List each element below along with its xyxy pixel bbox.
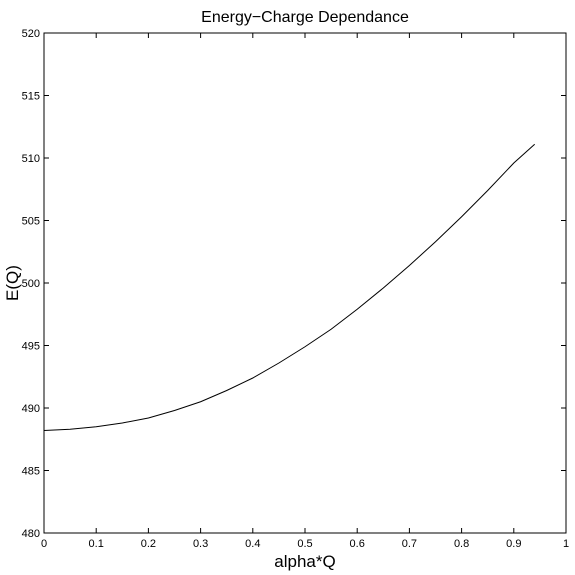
y-tick-label: 520: [22, 28, 40, 40]
chart-title: Energy−Charge Dependance: [201, 9, 409, 26]
y-tick-label: 490: [22, 403, 40, 415]
y-tick-label: 480: [22, 528, 40, 540]
series-layer: [43, 143, 536, 431]
plot-frame: [43, 32, 567, 534]
y-tick-label: 510: [22, 153, 40, 165]
y-tick-label: 485: [22, 466, 40, 478]
y-tick-label: 515: [22, 91, 40, 103]
x-tick-label: 0.7: [402, 538, 417, 550]
x-tick-label: 0.1: [89, 538, 104, 550]
x-tick-label: 0.6: [350, 538, 365, 550]
x-tick-label: 0: [41, 538, 47, 550]
x-tick-label: 0.3: [193, 538, 208, 550]
y-tick-label: 495: [22, 341, 40, 353]
y-axis-label: E(Q): [3, 265, 22, 301]
x-tick-label: 0.8: [454, 538, 469, 550]
x-tick-label: 0.5: [297, 538, 312, 550]
x-tick-label: 0.4: [245, 538, 260, 550]
x-tick-label: 1: [563, 538, 569, 550]
x-tick-label: 0.9: [506, 538, 521, 550]
x-tick-label: 0.2: [141, 538, 156, 550]
y-tick-label: 505: [22, 216, 40, 228]
series-line: [43, 143, 536, 431]
y-tick-label: 500: [22, 278, 40, 290]
ticks-layer: 0 0.1 0.2 0.3 0.4 0.5 0.6 0.7 0.8 0.9 1 480 485 490 49…: [22, 28, 569, 550]
x-axis-label: alpha*Q: [274, 552, 335, 571]
